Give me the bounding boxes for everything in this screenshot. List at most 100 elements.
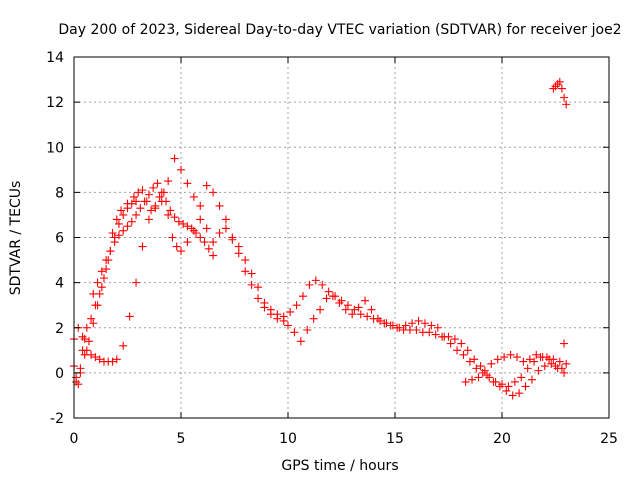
data-point: [119, 210, 128, 219]
data-point: [97, 283, 106, 292]
y-tick-label: 4: [55, 276, 64, 292]
data-point: [292, 301, 301, 310]
data-point: [284, 321, 292, 330]
data-point: [480, 366, 489, 375]
data-point: [183, 222, 192, 231]
y-tick-label: -2: [50, 411, 64, 427]
data-point: [298, 292, 307, 301]
data-point: [179, 219, 188, 228]
data-point: [170, 213, 179, 222]
data-point: [234, 249, 243, 258]
data-point: [183, 179, 192, 188]
data-point: [562, 100, 571, 109]
y-tick-label: 10: [46, 140, 64, 156]
data-point: [527, 375, 536, 384]
data-point: [465, 357, 474, 366]
data-point: [89, 289, 98, 298]
data-point: [260, 298, 269, 307]
data-point: [147, 206, 156, 215]
data-point: [241, 256, 250, 265]
data-point: [354, 303, 363, 312]
data-point: [519, 357, 528, 366]
data-point: [523, 364, 532, 373]
data-point: [93, 278, 102, 287]
data-point: [106, 247, 115, 256]
data-point: [472, 364, 481, 373]
data-point: [191, 228, 200, 237]
data-point: [367, 305, 376, 314]
data-point: [348, 310, 357, 319]
data-point: [72, 377, 81, 386]
data-point: [125, 312, 134, 321]
series-track-d: [549, 77, 571, 109]
y-tick-label: 0: [55, 366, 64, 382]
data-point: [557, 364, 566, 373]
data-point: [89, 319, 98, 328]
data-point: [134, 188, 143, 197]
data-point: [331, 292, 340, 301]
data-point: [200, 238, 209, 247]
data-point: [138, 242, 147, 251]
y-tick-label: 2: [55, 321, 64, 337]
data-point: [395, 323, 404, 332]
data-point: [164, 177, 173, 186]
data-point: [532, 350, 541, 359]
data-point: [463, 346, 472, 355]
data-point: [166, 206, 175, 215]
data-point: [376, 316, 385, 325]
data-point: [157, 188, 166, 197]
data-point: [140, 197, 149, 206]
data-point: [557, 84, 566, 93]
grid-lines: [74, 57, 609, 418]
data-point: [234, 242, 243, 251]
data-point: [504, 382, 513, 391]
data-point: [316, 305, 325, 314]
series-track-b: [70, 154, 571, 391]
data-point: [247, 280, 256, 289]
data-point: [102, 256, 111, 265]
data-point: [512, 353, 521, 362]
data-point: [138, 186, 147, 195]
data-point: [117, 206, 126, 215]
data-marks: [70, 77, 571, 400]
data-point: [515, 389, 524, 398]
data-point: [196, 201, 205, 210]
y-tick-label: 6: [55, 231, 64, 247]
data-point: [476, 362, 485, 371]
data-point: [112, 215, 121, 224]
data-point: [350, 305, 359, 314]
data-point: [162, 197, 171, 206]
data-point: [470, 355, 479, 364]
data-point: [93, 301, 102, 310]
data-point: [461, 377, 470, 386]
data-point: [132, 197, 141, 206]
series-track-f: [461, 339, 569, 386]
data-point: [144, 190, 153, 199]
data-point: [177, 247, 185, 256]
data-point: [425, 328, 434, 337]
y-tick-label: 8: [55, 185, 64, 201]
data-point: [506, 350, 515, 359]
data-point: [534, 366, 543, 375]
data-point: [209, 238, 218, 247]
data-point: [555, 357, 564, 366]
data-point: [114, 231, 123, 240]
data-point: [468, 375, 477, 384]
data-point: [369, 314, 378, 323]
data-point: [76, 364, 85, 373]
data-point: [440, 332, 449, 341]
data-point: [119, 341, 128, 350]
data-point: [228, 233, 237, 242]
data-point: [119, 226, 128, 235]
data-point: [525, 355, 534, 364]
data-point: [187, 224, 196, 233]
data-point: [204, 244, 213, 253]
data-point: [296, 337, 305, 346]
data-point: [324, 287, 333, 296]
data-point: [108, 357, 117, 366]
x-tick-label: 5: [177, 431, 186, 447]
data-point: [183, 238, 192, 247]
data-point: [168, 233, 177, 242]
data-point: [149, 183, 158, 192]
data-point: [196, 233, 205, 242]
